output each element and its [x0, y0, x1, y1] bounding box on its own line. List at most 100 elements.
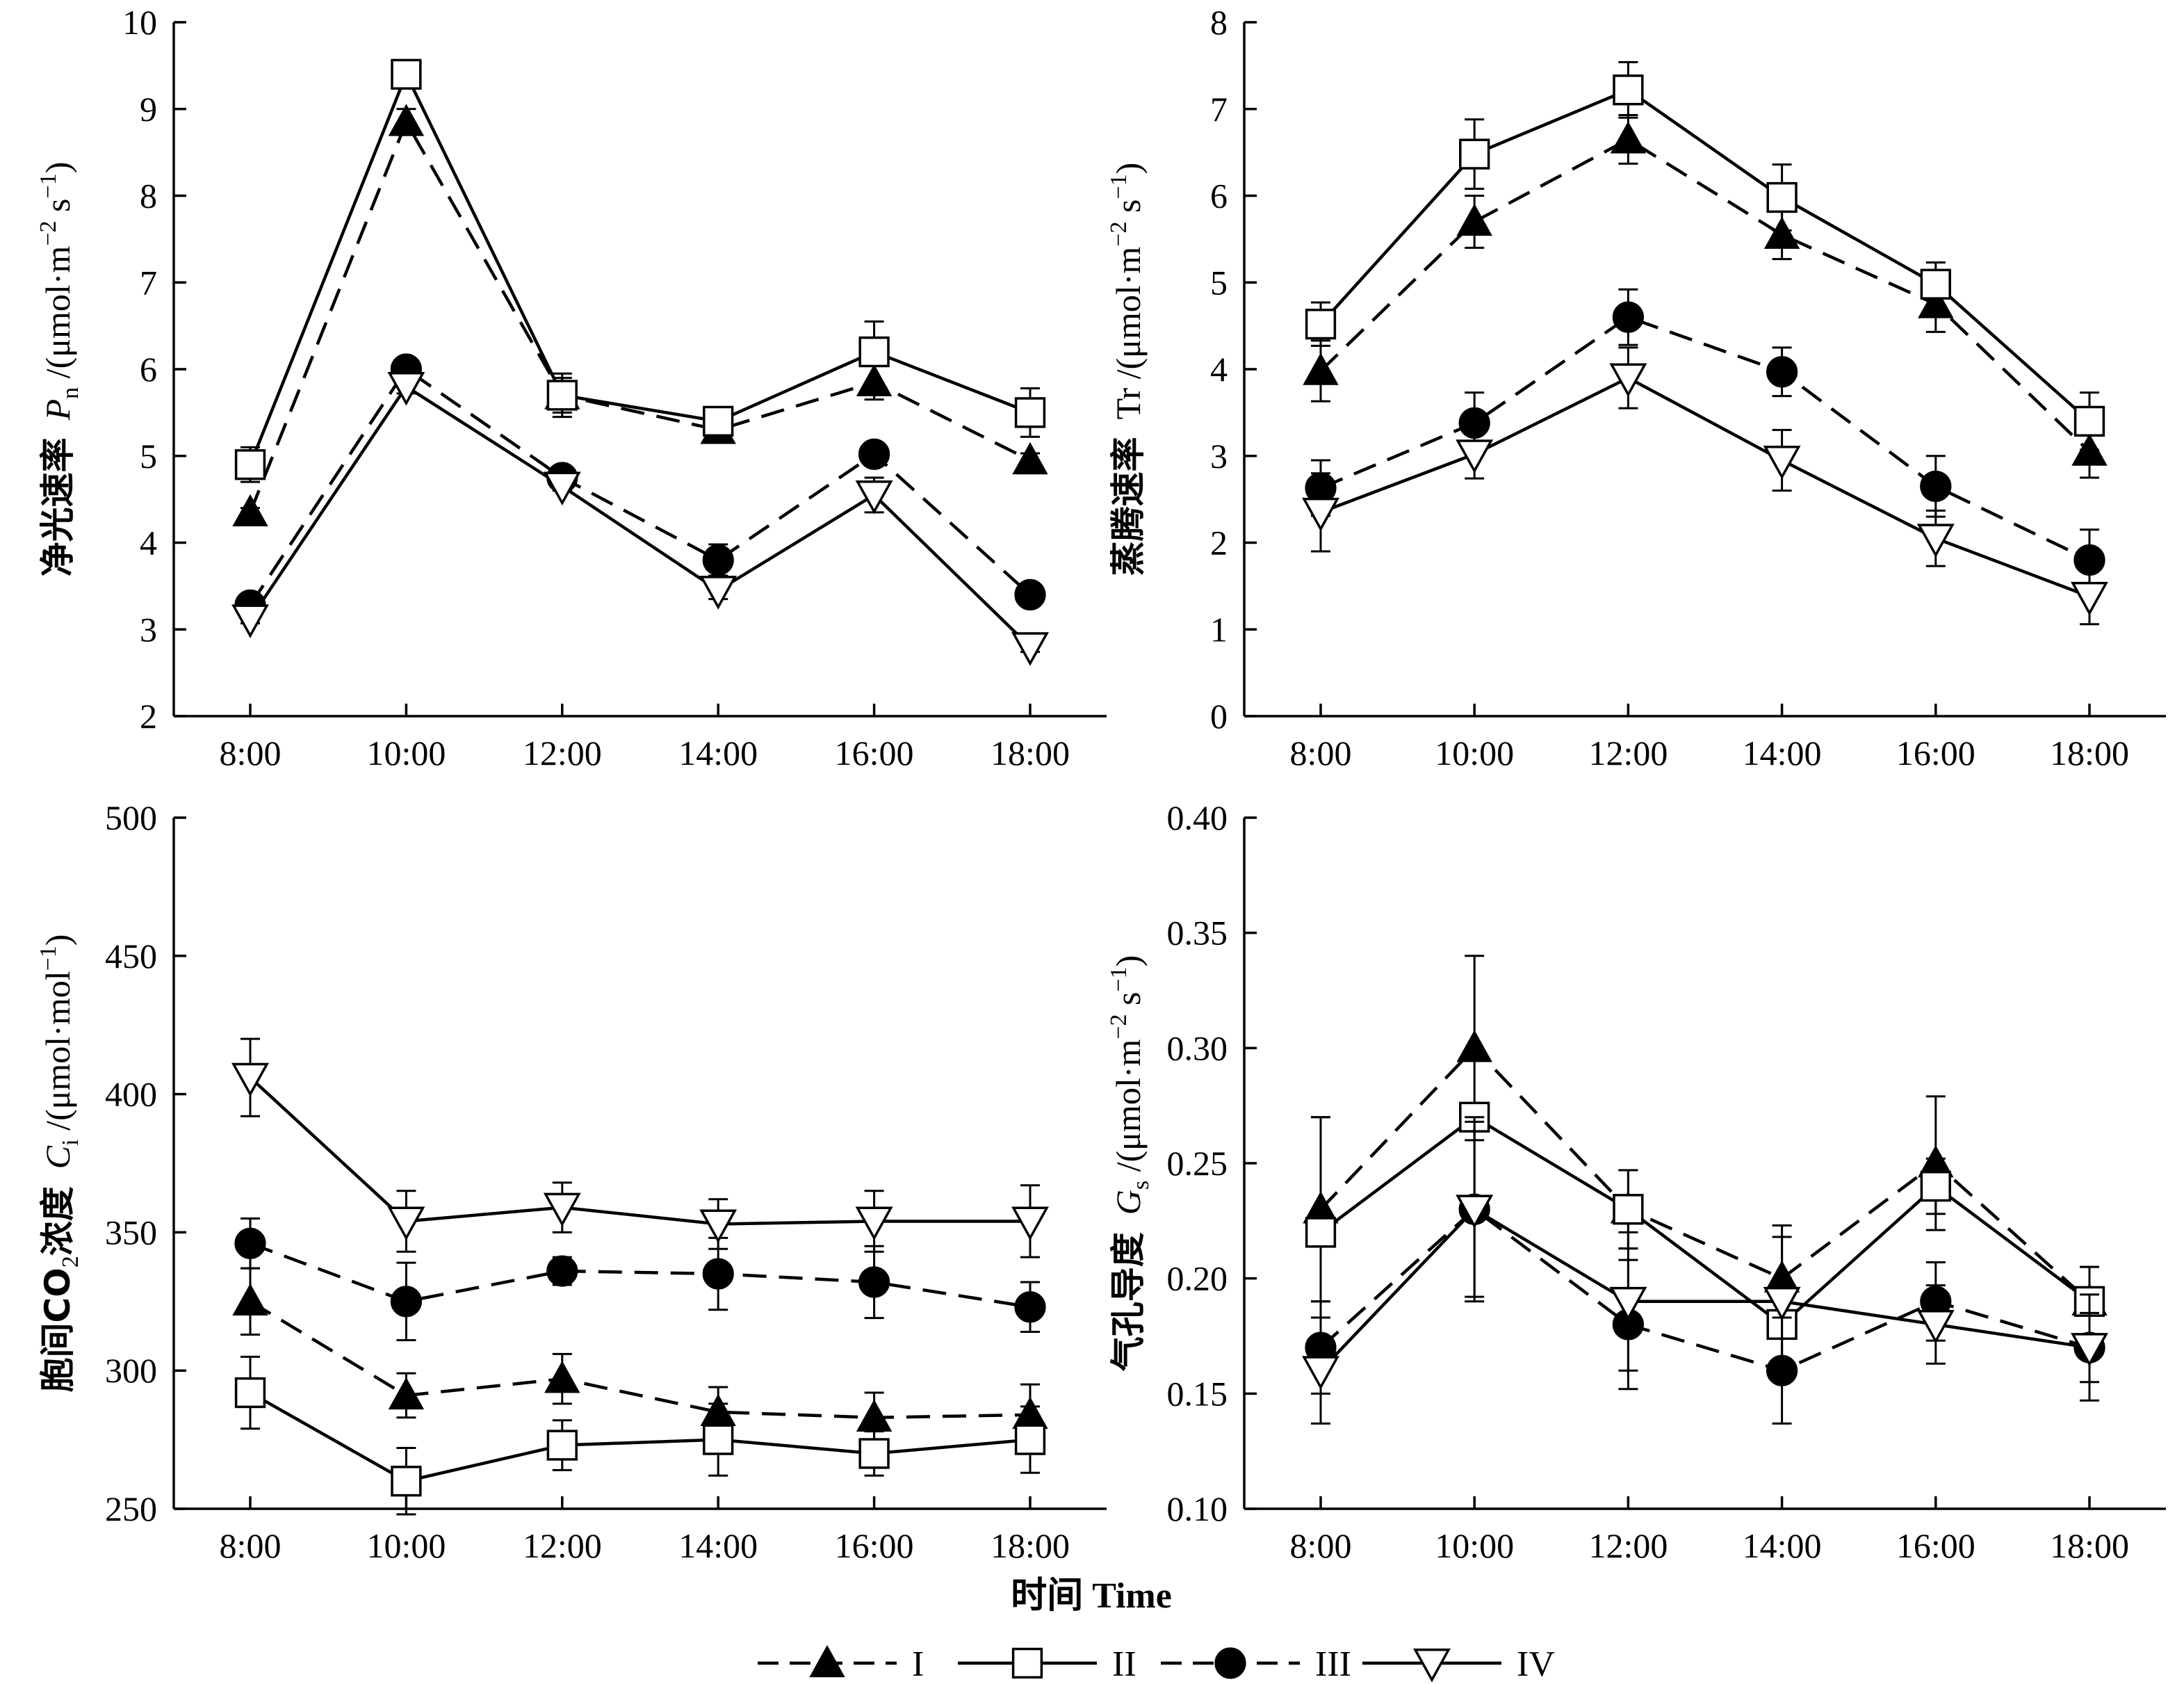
data-point — [1011, 1206, 1049, 1241]
y-tick-label: 7 — [1210, 90, 1228, 129]
data-point — [703, 1424, 734, 1455]
y-tick-label: 3 — [1210, 437, 1228, 476]
series-IV — [1302, 346, 2108, 626]
y-tick-label: 8 — [140, 177, 157, 216]
data-point — [1766, 356, 1798, 388]
y-tick-label: 8 — [1210, 3, 1228, 42]
chart-panel: 0.10 0.15 0.20 0.25 0.30 0.35 0.40 8:00 10:00 12:… — [1106, 798, 2166, 1565]
data-point — [1456, 203, 1492, 236]
data-point — [234, 1227, 266, 1259]
data-point — [703, 405, 734, 437]
y-tick-label: 350 — [105, 1213, 157, 1252]
y-tick-label: 450 — [105, 937, 157, 975]
y-tick-label: 5 — [1210, 263, 1228, 302]
y-tick-label: 0.20 — [1167, 1259, 1228, 1298]
data-point — [388, 1377, 425, 1410]
x-tick-label: 18:00 — [2050, 734, 2129, 772]
x-tick-label: 18:00 — [991, 1526, 1070, 1565]
series-line — [249, 384, 1032, 648]
y-tick-label: 1 — [1210, 610, 1228, 649]
data-point — [387, 1206, 425, 1241]
data-point — [1305, 1217, 1337, 1248]
legend-marker — [809, 1644, 845, 1678]
data-point — [855, 480, 893, 515]
x-tick-label: 14:00 — [1743, 734, 1822, 772]
y-axis-label: 胞间CO2浓度 Ci /(μmol·mol−1) — [35, 934, 83, 1393]
data-point — [1303, 353, 1339, 385]
data-point — [546, 1430, 578, 1461]
data-point — [546, 1255, 578, 1287]
data-point — [1014, 397, 1046, 428]
series-line — [249, 1300, 1031, 1420]
y-tick-label: 6 — [140, 350, 157, 389]
series-line — [250, 1242, 1031, 1309]
legend-marker — [1011, 1647, 1043, 1679]
x-tick-label: 12:00 — [1588, 1526, 1668, 1565]
data-point — [1613, 74, 1644, 106]
legend-item-I: I — [758, 1644, 924, 1684]
x-tick-label: 14:00 — [678, 1526, 758, 1565]
series-II — [234, 1355, 1046, 1516]
data-point — [1766, 181, 1798, 213]
series-line — [248, 118, 1032, 513]
chart-panel: 250 300 350 400 450 500 8:00 10:00 12:00 14:00 16:… — [35, 798, 1107, 1565]
data-point — [231, 604, 269, 638]
series-line — [1319, 1207, 2090, 1372]
data-point — [1763, 216, 1800, 249]
y-tick-label: 0.15 — [1167, 1374, 1228, 1413]
x-axis-label: 时间 Time — [1011, 1576, 1172, 1616]
data-point — [1459, 138, 1490, 170]
y-tick-label: 6 — [1210, 177, 1228, 216]
data-point — [1302, 497, 1339, 532]
data-point — [1012, 442, 1048, 475]
data-point — [546, 380, 578, 411]
y-tick-label: 500 — [105, 798, 157, 837]
x-tick-label: 12:00 — [523, 734, 602, 772]
y-tick-label: 0.35 — [1167, 914, 1228, 953]
data-point — [1609, 363, 1647, 398]
data-point — [699, 1209, 737, 1244]
data-point — [1610, 121, 1647, 154]
y-tick-label: 2 — [140, 697, 157, 736]
series-I — [232, 1267, 1048, 1447]
data-point — [702, 544, 734, 576]
data-point — [2071, 581, 2108, 616]
data-point — [543, 1192, 581, 1227]
x-tick-label: 12:00 — [1588, 734, 1668, 772]
data-point — [1920, 1170, 1951, 1202]
series-IV — [231, 1037, 1049, 1258]
legend: I II III IV — [758, 1644, 1555, 1684]
y-tick-label: 3 — [140, 610, 157, 649]
data-point — [1916, 524, 1955, 558]
data-point — [234, 1377, 266, 1409]
series-III — [1305, 288, 2105, 592]
data-point — [858, 438, 890, 470]
x-tick-label: 14:00 — [678, 734, 758, 772]
y-tick-label: 0.30 — [1167, 1028, 1228, 1067]
data-point — [1014, 1291, 1046, 1323]
series-line — [1320, 375, 2090, 598]
legend-item-III: III — [1161, 1644, 1351, 1684]
y-axis-label: 气孔导度 Gs /(μmol·m−2 s−1) — [1106, 955, 1154, 1372]
x-tick-label: 16:00 — [1896, 1526, 1975, 1565]
legend-marker — [1214, 1647, 1246, 1679]
data-point — [234, 449, 266, 480]
y-axis-label: 净光速率 Pn /(μmol·m−2 s−1) — [35, 162, 83, 577]
y-tick-label: 4 — [1210, 350, 1228, 389]
data-point — [1920, 470, 1952, 503]
y-tick-label: 0.10 — [1167, 1489, 1228, 1528]
chart-panel: 0 1 2 3 4 5 6 7 8 8:00 10:00 12:00 14:00 16:00 18:00 蒸腾… — [1106, 3, 2166, 772]
series-line — [1319, 1046, 2091, 1303]
series-IV — [231, 372, 1049, 666]
x-tick-label: 10:00 — [1435, 1526, 1514, 1565]
x-tick-label: 8:00 — [1290, 734, 1352, 772]
y-tick-label: 7 — [140, 263, 157, 302]
x-tick-label: 8:00 — [1290, 1526, 1352, 1565]
data-point — [702, 1258, 734, 1290]
data-point — [391, 1466, 422, 1497]
y-tick-label: 4 — [140, 524, 157, 562]
x-tick-label: 10:00 — [1435, 734, 1514, 772]
y-tick-label: 2 — [1210, 524, 1228, 562]
x-tick-label: 16:00 — [835, 734, 914, 772]
